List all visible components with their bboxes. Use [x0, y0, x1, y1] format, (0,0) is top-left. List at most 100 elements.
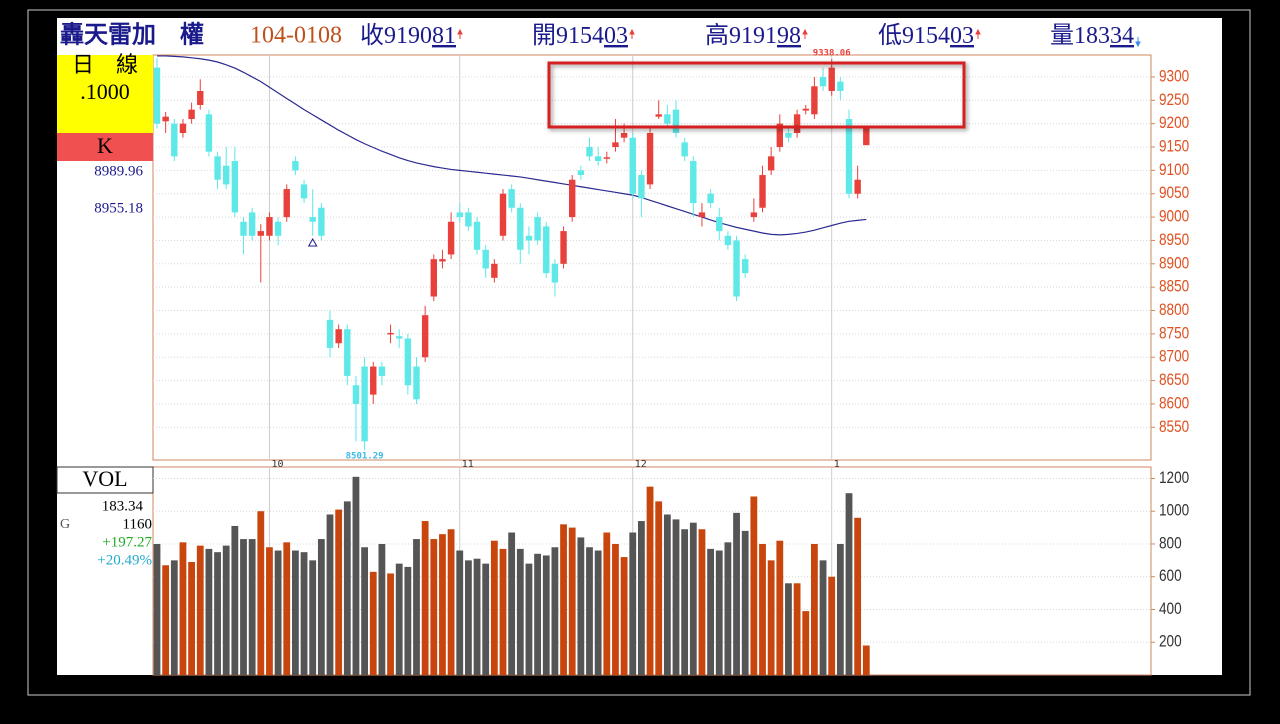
- quote: 低915403: [878, 22, 974, 49]
- candle-body: [603, 157, 610, 159]
- candle-body: [171, 123, 178, 157]
- y-tick-label: 9200: [1159, 114, 1189, 133]
- quote-int: 9190: [384, 23, 432, 49]
- quote-int: 183: [1074, 23, 1110, 49]
- volume-bar: [465, 560, 472, 675]
- volume-bar: [257, 511, 265, 675]
- volume-bar: [620, 557, 628, 675]
- candle-body: [188, 109, 195, 119]
- quote-dec: 34: [1110, 23, 1134, 49]
- quote: 高919198: [705, 22, 801, 49]
- candle-body: [837, 81, 844, 91]
- y-tick-label: 8600: [1159, 394, 1189, 413]
- volume-bar: [741, 530, 749, 675]
- annotation: 8501.29: [346, 452, 384, 462]
- volume-bar: [153, 543, 161, 675]
- quote-dec: 98: [777, 23, 801, 49]
- candle-body: [231, 161, 239, 213]
- y-tick-label: 1200: [1159, 469, 1189, 488]
- candle-body: [344, 329, 351, 376]
- volume-bar: [283, 542, 291, 675]
- candle-body: [482, 249, 489, 269]
- candle-body: [664, 114, 671, 124]
- y-tick-label: 600: [1159, 567, 1182, 586]
- candle-body: [698, 212, 706, 218]
- volume-bar: [447, 529, 455, 675]
- volume-bar: [205, 548, 213, 675]
- volume-bar: [594, 550, 602, 675]
- volume-bar: [785, 583, 792, 675]
- volume-bar: [750, 496, 758, 675]
- volume-bar: [179, 542, 187, 675]
- volume-bar: [456, 550, 464, 675]
- volume-bar: [672, 519, 680, 675]
- quote: 收919081: [360, 22, 456, 49]
- candle-body: [577, 170, 585, 176]
- candle-body: [396, 336, 403, 339]
- y-tick-label: 8950: [1159, 231, 1189, 250]
- kind: K: [97, 133, 113, 158]
- candle-body: [551, 263, 559, 283]
- candle-body: [404, 338, 412, 386]
- change-arrow: [802, 28, 808, 39]
- volume-bar: [266, 547, 273, 675]
- y-tick-label: 9150: [1159, 137, 1189, 156]
- volume-bar: [274, 550, 282, 675]
- candle-body: [318, 207, 325, 236]
- volume-bar: [326, 514, 334, 675]
- volume-bar: [663, 514, 671, 675]
- vol-change-pct: +20.49%: [97, 552, 152, 568]
- candle-body: [421, 315, 429, 358]
- change-arrow: [1135, 37, 1141, 48]
- vol-value: 183.34: [102, 498, 144, 514]
- y-tick-label: 8800: [1159, 301, 1189, 320]
- candle-body: [707, 193, 714, 204]
- volume-bar: [292, 550, 299, 675]
- highlight-box: [547, 61, 966, 129]
- volume-bar: [516, 548, 524, 675]
- volume-bar: [473, 558, 481, 675]
- volume-bar: [612, 543, 619, 675]
- change-arrow: [975, 28, 981, 39]
- candle-body: [716, 217, 723, 232]
- y-tick-label: 1000: [1159, 501, 1189, 520]
- kind-box: [57, 133, 153, 161]
- candle-body: [594, 156, 602, 162]
- y-tick-label: 8550: [1159, 417, 1189, 436]
- candle-body: [361, 366, 368, 442]
- x-tick-label: 10: [271, 459, 283, 470]
- volume-bar: [317, 539, 325, 675]
- volume-bar: [490, 540, 498, 675]
- volume-bar: [586, 547, 593, 675]
- volume-bar: [698, 529, 706, 675]
- volume-bar: [300, 552, 308, 675]
- y-tick-label: 9300: [1159, 67, 1189, 86]
- candle-body: [638, 175, 645, 199]
- candle-body: [292, 161, 299, 171]
- candle-body: [447, 221, 455, 255]
- volume-bar: [387, 573, 394, 675]
- y-tick-label: 8650: [1159, 371, 1189, 390]
- outer-frame: [27, 9, 1251, 696]
- candle-body: [248, 212, 256, 236]
- volume-bar: [629, 532, 637, 675]
- candle-body: [197, 90, 204, 105]
- volume-bar: [577, 537, 585, 675]
- candle-body: [465, 212, 472, 227]
- quote: 量18334: [1050, 23, 1134, 49]
- volume-bar: [819, 560, 827, 675]
- volume-bar: [430, 539, 438, 675]
- candle-body: [456, 212, 463, 218]
- volume-bar: [534, 553, 541, 675]
- volume-bar: [854, 517, 862, 675]
- volume-bar: [603, 532, 611, 675]
- x-tick-label: 11: [462, 459, 474, 470]
- volume-bar: [733, 512, 740, 675]
- candle-body: [750, 212, 758, 218]
- volume-bar: [715, 550, 723, 675]
- candle-body: [370, 366, 377, 395]
- y-tick-label: 8750: [1159, 324, 1189, 343]
- volume-bar: [568, 527, 576, 675]
